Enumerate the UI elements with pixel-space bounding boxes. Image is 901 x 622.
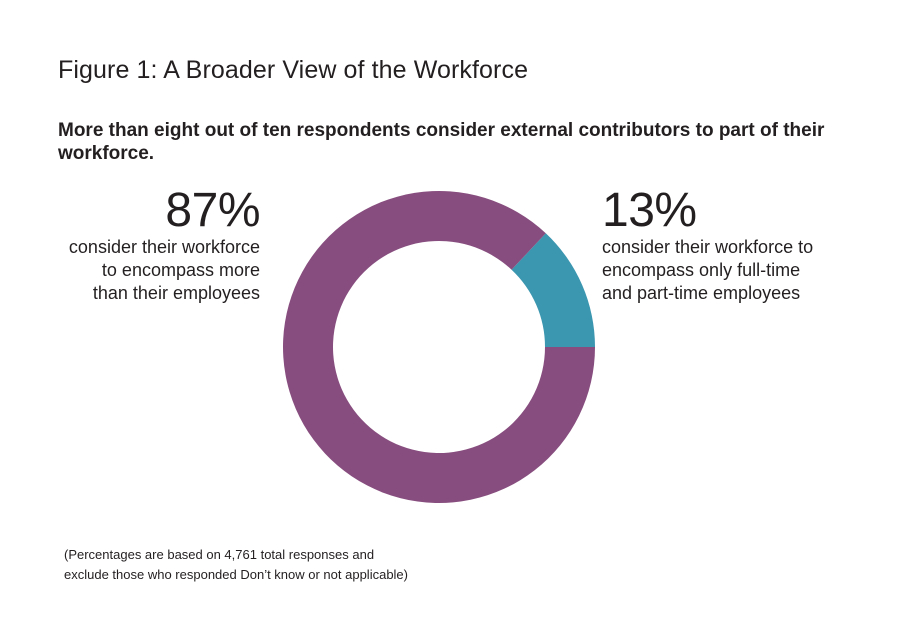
donut-chart <box>280 188 598 506</box>
footnote-line: (Percentages are based on 4,761 total re… <box>64 547 375 562</box>
callout-value: 13% <box>602 184 697 237</box>
donut-chart-svg <box>283 191 595 504</box>
figure-subtitle: More than eight out of ten respondents c… <box>58 120 825 164</box>
donut-slice-87-percent <box>283 191 595 504</box>
callout-87-percent: 87% consider their workforce to encompas… <box>68 184 261 305</box>
callout-13-percent: 13% consider their workforce to encompas… <box>602 186 813 305</box>
donut-slice-13-percent <box>511 233 595 347</box>
callout-line: encompass only full-time <box>602 260 801 280</box>
footnote-line: exclude those who responded Don’t know o… <box>64 567 408 582</box>
footnote: (Percentages are based on 4,761 total re… <box>64 545 408 585</box>
callout-line: consider their workforce <box>68 237 260 257</box>
callout-line: to encompass more <box>101 260 260 280</box>
figure-title: Figure 1: A Broader View of the Workforc… <box>58 56 529 84</box>
callout-line: than their employees <box>92 283 260 303</box>
callout-line: and part-time employees <box>602 283 801 303</box>
callout-line: consider their workforce to <box>602 237 814 257</box>
callout-value: 87% <box>165 184 260 237</box>
